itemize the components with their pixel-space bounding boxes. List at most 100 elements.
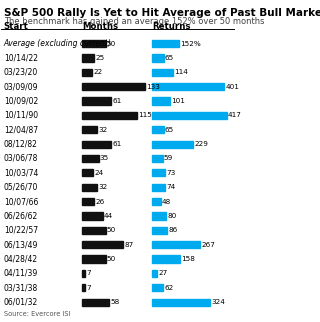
Bar (152, 212, 166, 220)
Bar (82, 83, 145, 90)
Text: 59: 59 (164, 156, 173, 161)
Text: 65: 65 (165, 55, 174, 61)
Bar (152, 83, 224, 90)
Text: 06/13/49: 06/13/49 (4, 240, 38, 249)
Text: 32: 32 (98, 184, 108, 190)
Bar (152, 198, 161, 205)
Text: 08/12/82: 08/12/82 (4, 140, 38, 149)
Text: 86: 86 (169, 227, 178, 233)
Text: 04/28/42: 04/28/42 (4, 254, 38, 263)
Bar (82, 126, 97, 133)
Text: 74: 74 (166, 184, 176, 190)
Bar (82, 212, 103, 220)
Text: 7: 7 (86, 270, 91, 276)
Bar (82, 284, 85, 291)
Text: 324: 324 (211, 299, 225, 305)
Bar (82, 155, 99, 162)
Bar (82, 112, 137, 119)
Bar (152, 140, 193, 148)
Text: 158: 158 (181, 256, 196, 262)
Text: 61: 61 (112, 141, 121, 147)
Text: 10/03/74: 10/03/74 (4, 168, 38, 177)
Bar (82, 169, 93, 176)
Bar (82, 227, 106, 234)
Text: 25: 25 (95, 55, 104, 61)
Text: S&P 500 Rally Is Yet to Hit Average of Past Bull Markets: S&P 500 Rally Is Yet to Hit Average of P… (4, 8, 320, 18)
Text: 10/07/66: 10/07/66 (4, 197, 38, 206)
Text: Returns: Returns (152, 23, 191, 32)
Text: 10/11/90: 10/11/90 (4, 111, 38, 120)
Text: 101: 101 (171, 98, 185, 104)
Bar (152, 155, 163, 162)
Text: 114: 114 (174, 69, 188, 75)
Text: 48: 48 (162, 199, 171, 204)
Text: 24: 24 (94, 170, 104, 176)
Text: 65: 65 (165, 127, 174, 133)
Text: 401: 401 (225, 84, 239, 90)
Text: 44: 44 (104, 213, 113, 219)
Text: 03/06/78: 03/06/78 (4, 154, 38, 163)
Bar (152, 169, 165, 176)
Text: 22: 22 (93, 69, 103, 75)
Text: 32: 32 (98, 127, 108, 133)
Text: Start: Start (4, 23, 28, 32)
Text: Average (excluding current): Average (excluding current) (4, 39, 112, 48)
Text: The benchmark has gained an average 152% over 50 months: The benchmark has gained an average 152%… (4, 17, 264, 26)
Bar (152, 227, 167, 234)
Bar (152, 54, 164, 62)
Text: 267: 267 (201, 242, 215, 248)
Bar (82, 69, 92, 76)
Bar (82, 184, 97, 191)
Bar (152, 184, 165, 191)
Text: 50: 50 (107, 256, 116, 262)
Bar (152, 284, 163, 291)
Bar (152, 298, 210, 306)
Text: 73: 73 (166, 170, 176, 176)
Text: Months: Months (82, 23, 118, 32)
Text: 04/11/39: 04/11/39 (4, 269, 38, 278)
Text: 50: 50 (107, 227, 116, 233)
Text: 12/04/87: 12/04/87 (4, 125, 38, 134)
Text: 417: 417 (228, 112, 242, 118)
Text: 35: 35 (100, 156, 109, 161)
Bar (82, 270, 85, 277)
Bar (152, 270, 157, 277)
Text: 50: 50 (107, 41, 116, 47)
Text: Source: Evercore ISI: Source: Evercore ISI (4, 311, 70, 317)
Text: 27: 27 (158, 270, 167, 276)
Bar (82, 198, 94, 205)
Bar (152, 98, 170, 105)
Text: 03/09/09: 03/09/09 (4, 82, 38, 91)
Bar (152, 69, 172, 76)
Text: 06/26/62: 06/26/62 (4, 212, 38, 221)
Text: 80: 80 (168, 213, 177, 219)
Text: 152%: 152% (180, 41, 201, 47)
Bar (82, 98, 111, 105)
Bar (152, 241, 200, 248)
Text: 10/22/57: 10/22/57 (4, 226, 38, 235)
Text: 26: 26 (95, 199, 105, 204)
Text: 03/23/20: 03/23/20 (4, 68, 38, 77)
Bar (152, 126, 164, 133)
Text: 133: 133 (146, 84, 160, 90)
Bar (82, 298, 109, 306)
Text: 05/26/70: 05/26/70 (4, 183, 38, 192)
Text: 87: 87 (124, 242, 134, 248)
Text: 229: 229 (194, 141, 208, 147)
Bar (152, 112, 227, 119)
Text: 7: 7 (86, 285, 91, 291)
Text: 10/14/22: 10/14/22 (4, 53, 38, 62)
Text: 10/09/02: 10/09/02 (4, 97, 38, 106)
Bar (82, 255, 106, 263)
Bar (82, 54, 94, 62)
Bar (82, 241, 123, 248)
Text: 58: 58 (111, 299, 120, 305)
Text: 62: 62 (164, 285, 174, 291)
Bar (82, 40, 106, 47)
Text: 61: 61 (112, 98, 121, 104)
Text: 115: 115 (138, 112, 152, 118)
Bar (82, 140, 111, 148)
Bar (152, 40, 179, 47)
Text: 06/01/32: 06/01/32 (4, 298, 38, 307)
Bar (152, 255, 180, 263)
